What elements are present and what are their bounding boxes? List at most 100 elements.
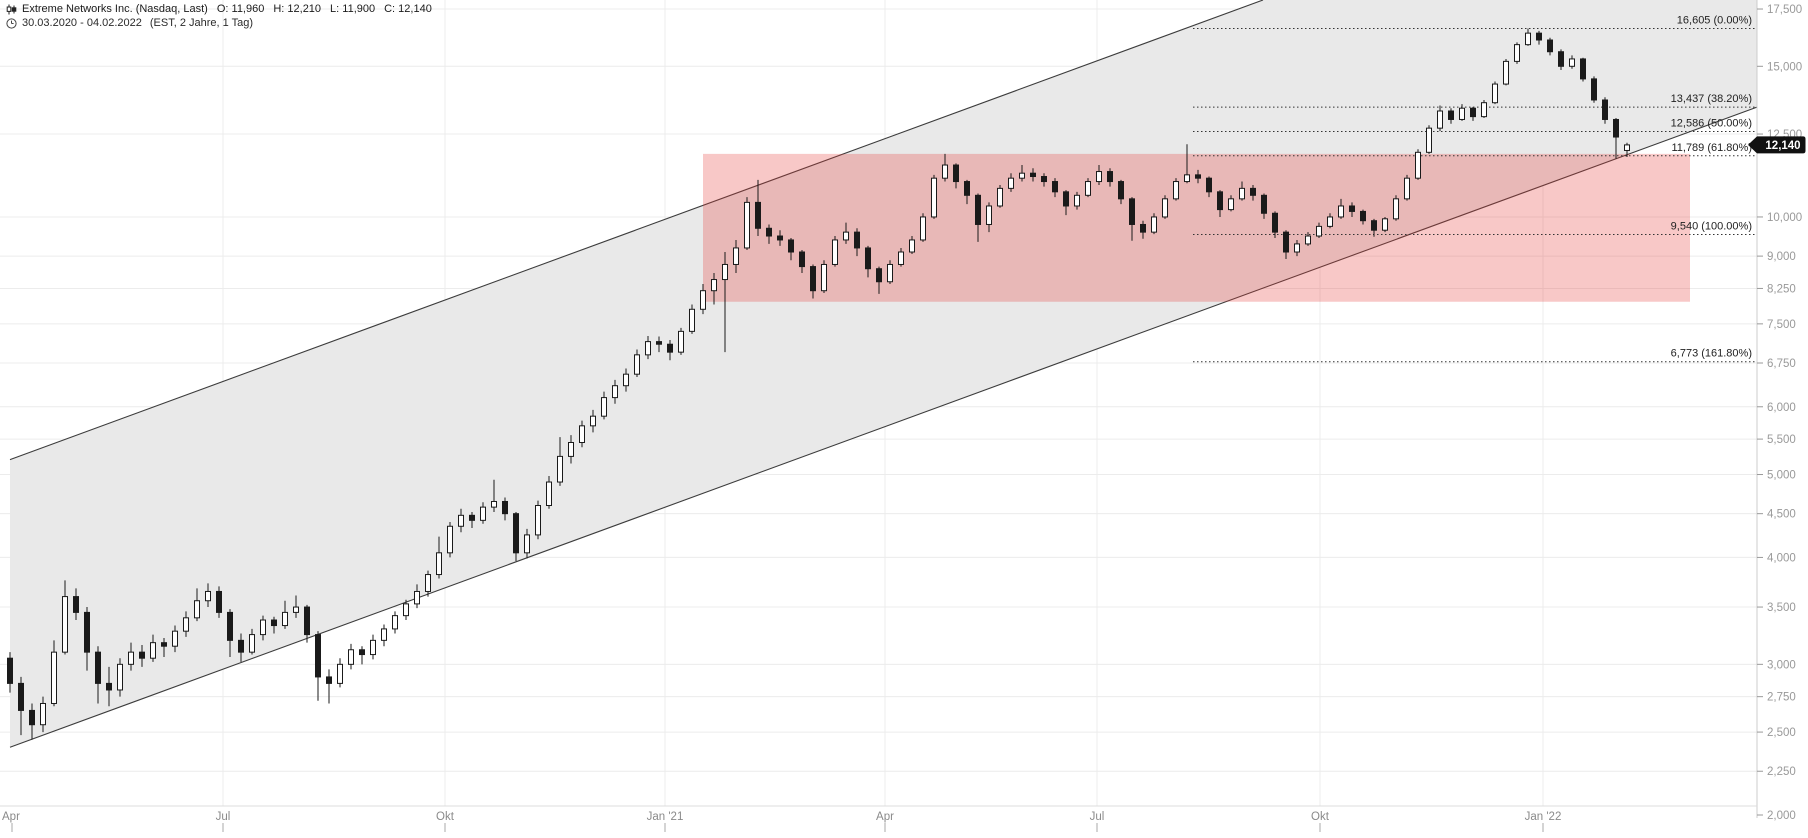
- candle[interactable]: [381, 624, 387, 647]
- candle[interactable]: [29, 703, 35, 740]
- candle[interactable]: [568, 435, 574, 464]
- candle[interactable]: [1096, 165, 1102, 185]
- candle[interactable]: [1283, 230, 1289, 260]
- candle[interactable]: [1327, 213, 1333, 229]
- candle[interactable]: [1393, 195, 1399, 221]
- candle[interactable]: [1437, 105, 1443, 132]
- candle[interactable]: [1492, 81, 1498, 105]
- candle[interactable]: [667, 340, 673, 361]
- candle[interactable]: [1151, 213, 1157, 235]
- candle[interactable]: [51, 640, 57, 707]
- price-axis[interactable]: 17,50015,00012,50010,0009,0008,2507,5006…: [1756, 0, 1802, 822]
- candle[interactable]: [282, 600, 288, 629]
- candle[interactable]: [986, 202, 992, 233]
- candle[interactable]: [139, 645, 145, 667]
- candle[interactable]: [942, 153, 948, 182]
- candle[interactable]: [1305, 232, 1311, 246]
- candle[interactable]: [392, 611, 398, 634]
- candle[interactable]: [1602, 97, 1608, 124]
- candle[interactable]: [1382, 216, 1388, 233]
- candle[interactable]: [414, 584, 420, 609]
- candle[interactable]: [1195, 169, 1201, 184]
- candle[interactable]: [1459, 104, 1465, 121]
- candle[interactable]: [1063, 190, 1069, 216]
- candle[interactable]: [1250, 184, 1256, 201]
- candle[interactable]: [1547, 37, 1553, 56]
- trend-channel-upper-line[interactable]: [9, 0, 1264, 461]
- candle[interactable]: [326, 669, 332, 704]
- candle[interactable]: [1613, 118, 1619, 159]
- candle[interactable]: [7, 652, 13, 693]
- candle[interactable]: [425, 570, 431, 597]
- candle[interactable]: [150, 634, 156, 662]
- candle[interactable]: [1470, 106, 1476, 121]
- candle[interactable]: [524, 528, 530, 559]
- candle[interactable]: [821, 260, 827, 293]
- candle[interactable]: [1184, 144, 1190, 184]
- candle[interactable]: [436, 536, 442, 579]
- candle[interactable]: [766, 224, 772, 244]
- candle[interactable]: [447, 522, 453, 558]
- candle[interactable]: [1580, 57, 1586, 82]
- candle[interactable]: [1338, 198, 1344, 219]
- candle[interactable]: [1129, 197, 1135, 241]
- candle[interactable]: [645, 335, 651, 360]
- candle[interactable]: [359, 646, 365, 665]
- candle[interactable]: [997, 184, 1003, 208]
- candle[interactable]: [810, 264, 816, 299]
- candle[interactable]: [799, 249, 805, 274]
- candle[interactable]: [1426, 125, 1432, 154]
- candle[interactable]: [194, 588, 200, 622]
- candle[interactable]: [337, 658, 343, 688]
- candle[interactable]: [1030, 168, 1036, 182]
- candle[interactable]: [348, 643, 354, 670]
- candle[interactable]: [260, 615, 266, 641]
- candle[interactable]: [458, 508, 464, 533]
- candle[interactable]: [678, 327, 684, 355]
- candle[interactable]: [1316, 222, 1322, 238]
- candle[interactable]: [205, 583, 211, 608]
- candle[interactable]: [1525, 28, 1531, 46]
- candle[interactable]: [128, 642, 134, 671]
- candle[interactable]: [1591, 76, 1597, 103]
- candle[interactable]: [832, 236, 838, 267]
- candle[interactable]: [1514, 42, 1520, 64]
- candle[interactable]: [744, 197, 750, 250]
- candle[interactable]: [249, 628, 255, 655]
- candle[interactable]: [656, 336, 662, 353]
- candle[interactable]: [469, 512, 475, 528]
- candle[interactable]: [1261, 193, 1267, 219]
- candle[interactable]: [1173, 178, 1179, 201]
- candle[interactable]: [711, 273, 717, 305]
- candle[interactable]: [920, 213, 926, 242]
- candle[interactable]: [216, 586, 222, 618]
- candle[interactable]: [18, 676, 24, 736]
- candle[interactable]: [227, 609, 233, 657]
- candle[interactable]: [502, 497, 508, 521]
- candle[interactable]: [1294, 239, 1300, 257]
- candle[interactable]: [1481, 99, 1487, 119]
- candle[interactable]: [865, 245, 871, 278]
- trend-channel-lower-line[interactable]: [9, 106, 1758, 748]
- candle[interactable]: [1206, 176, 1212, 198]
- candle[interactable]: [1415, 149, 1421, 180]
- candle[interactable]: [535, 500, 541, 540]
- candle[interactable]: [1404, 174, 1410, 201]
- candle[interactable]: [975, 193, 981, 242]
- candle[interactable]: [755, 179, 761, 237]
- candle[interactable]: [777, 230, 783, 246]
- candle[interactable]: [1217, 190, 1223, 217]
- candle[interactable]: [634, 349, 640, 378]
- candle[interactable]: [953, 163, 959, 189]
- candle[interactable]: [1019, 165, 1025, 182]
- candle[interactable]: [304, 604, 310, 643]
- candle[interactable]: [1074, 191, 1080, 210]
- candle[interactable]: [557, 437, 563, 486]
- candle[interactable]: [238, 633, 244, 662]
- candle[interactable]: [183, 611, 189, 637]
- candle[interactable]: [1008, 173, 1014, 192]
- candle[interactable]: [315, 631, 321, 701]
- candle[interactable]: [612, 379, 618, 404]
- candle[interactable]: [733, 239, 739, 274]
